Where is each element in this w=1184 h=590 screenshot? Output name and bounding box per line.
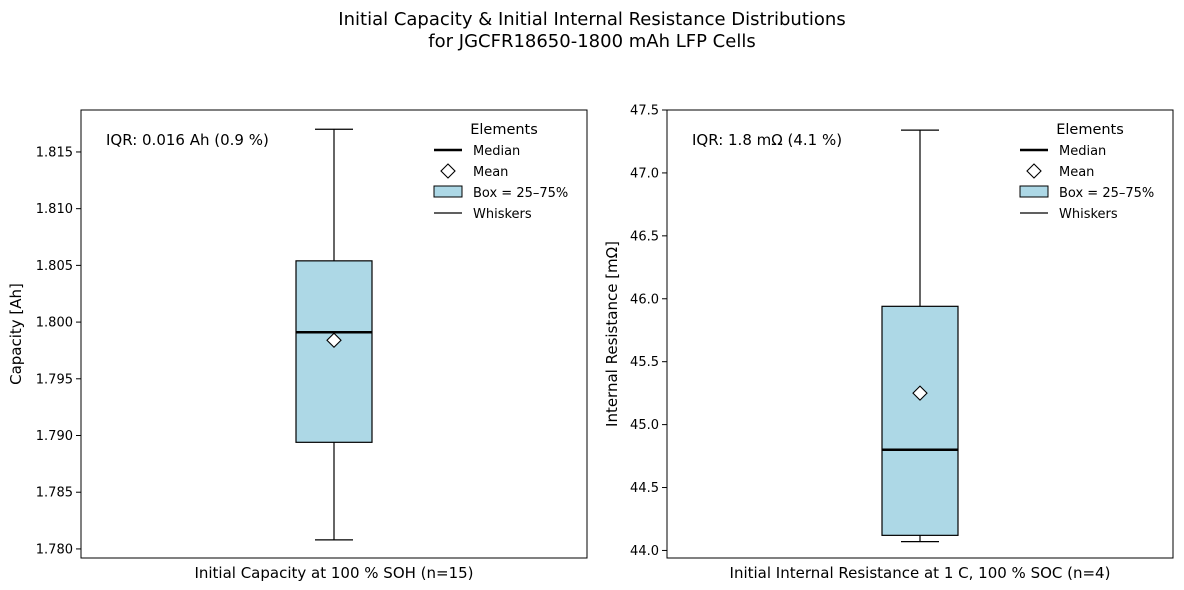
capacity-iqr-annotation: IQR: 0.016 Ah (0.9 %) [106, 131, 269, 149]
resistance-iqr-box [881, 305, 959, 536]
resistance-ytick-label: 44.5 [630, 481, 659, 496]
resistance-ytick-label: 46.0 [630, 292, 659, 307]
resistance-ytick-label: 46.5 [630, 229, 659, 244]
resistance-boxplot-panel: 44.0 44.5 45.0 45.5 46.0 46.5 47.0 47.5 Initial … [603, 104, 1174, 582]
figure-title-line1: Initial Capacity & Initial Internal Resi… [338, 9, 845, 30]
resistance-legend-title: Elements [1056, 122, 1124, 138]
capacity-legend-median-label: Median [473, 144, 520, 159]
resistance-xlabel: Initial Internal Resistance at 1 C, 100 … [730, 564, 1111, 582]
resistance-legend: Elements Median Mean Box = 25–75% Whiskers [1019, 122, 1154, 222]
capacity-mean-marker [326, 332, 342, 349]
capacity-legend-box-swatch [433, 185, 463, 198]
capacity-axes-frame [80, 109, 588, 559]
resistance-legend-mean-swatch [1026, 163, 1042, 179]
resistance-ytick-label: 45.0 [630, 418, 659, 433]
capacity-legend-mean-swatch [440, 163, 456, 179]
capacity-boxplot-panel: 1.780 1.785 1.790 1.795 1.800 1.805 1.810 1.815… [7, 109, 588, 582]
capacity-iqr-box [295, 260, 373, 443]
capacity-xlabel: Initial Capacity at 100 % SOH (n=15) [194, 564, 473, 582]
resistance-legend-mean-label: Mean [1059, 165, 1094, 180]
capacity-legend-whiskers-label: Whiskers [473, 207, 532, 222]
figure-title-line2: for JGCFR18650-1800 mAh LFP Cells [428, 31, 755, 52]
resistance-iqr-annotation: IQR: 1.8 mΩ (4.1 %) [692, 131, 842, 149]
capacity-ytick-label: 1.785 [36, 486, 73, 501]
capacity-ytick-label: 1.815 [36, 145, 73, 160]
resistance-legend-box-label: Box = 25–75% [1059, 186, 1154, 201]
capacity-ytick-label: 1.805 [36, 259, 73, 274]
resistance-ytick-label: 47.0 [630, 166, 659, 181]
resistance-legend-whiskers-label: Whiskers [1059, 207, 1118, 222]
capacity-ylabel: Capacity [Ah] [7, 283, 25, 385]
resistance-ytick-label: 47.5 [630, 104, 659, 119]
resistance-ytick-label: 45.5 [630, 355, 659, 370]
capacity-ytick-label: 1.810 [36, 202, 73, 217]
resistance-axes-frame [666, 109, 1174, 559]
capacity-legend-box-label: Box = 25–75% [473, 186, 568, 201]
resistance-ylabel: Internal Resistance [mΩ] [603, 241, 621, 427]
capacity-ytick-label: 1.780 [36, 542, 73, 557]
capacity-ytick-label: 1.790 [36, 429, 73, 444]
capacity-legend-mean-label: Mean [473, 165, 508, 180]
resistance-ytick-label: 44.0 [630, 544, 659, 559]
resistance-mean-marker [912, 385, 928, 401]
capacity-legend: Elements Median Mean Box = 25–75% Whiskers [433, 122, 568, 222]
capacity-legend-title: Elements [470, 122, 538, 138]
capacity-ytick-label: 1.795 [36, 372, 73, 387]
capacity-ytick-label: 1.800 [36, 316, 73, 331]
resistance-legend-median-label: Median [1059, 144, 1106, 159]
resistance-legend-box-swatch [1019, 185, 1049, 198]
